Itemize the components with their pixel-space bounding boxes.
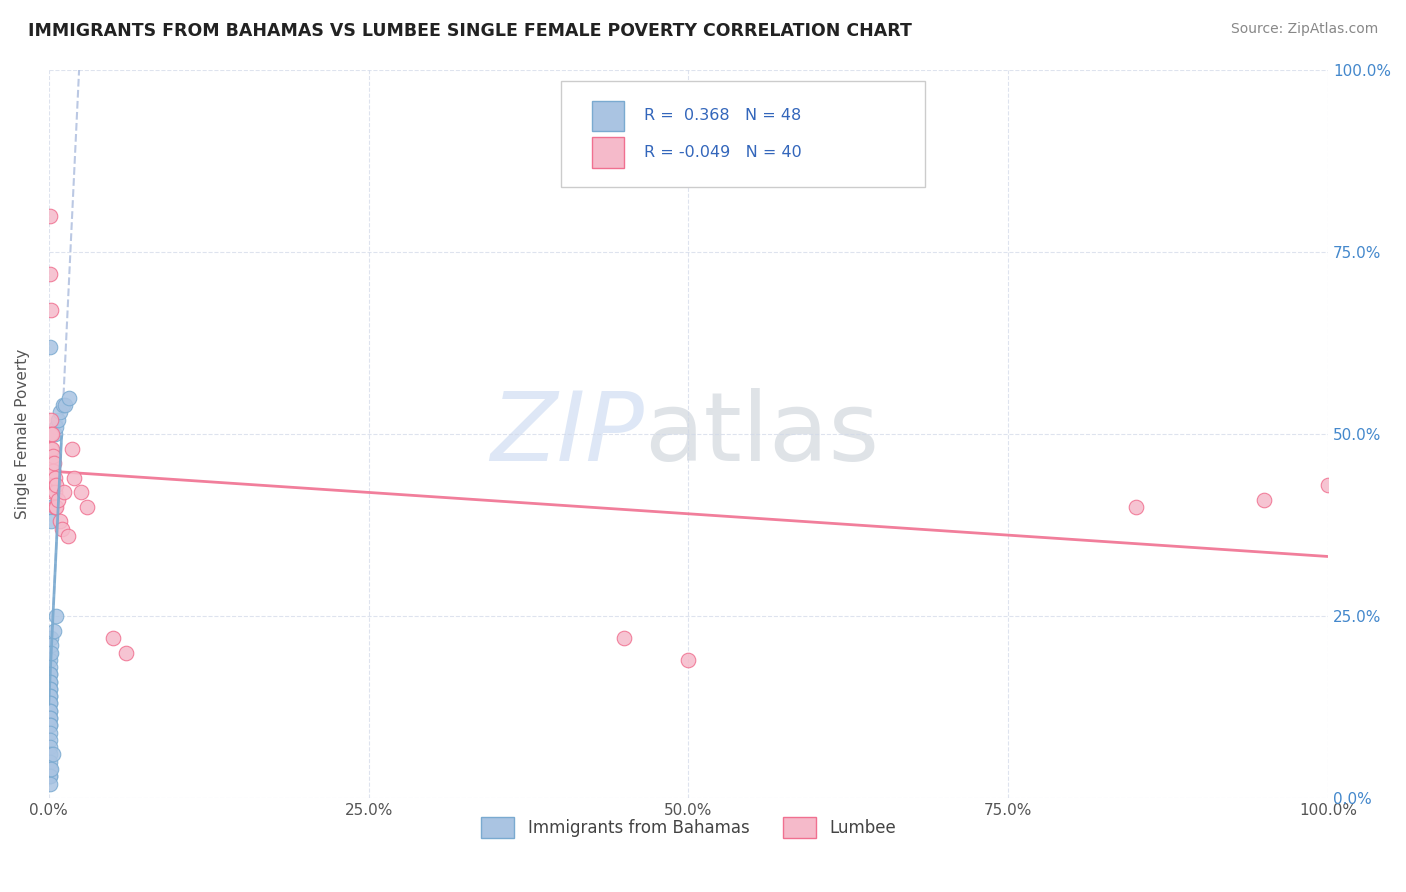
Point <box>39 762 62 776</box>
Point <box>39 442 62 456</box>
Point <box>39 653 62 667</box>
Point <box>39 427 62 442</box>
Point <box>41 463 63 477</box>
Point <box>39 667 62 681</box>
Point <box>39 667 62 681</box>
Text: IMMIGRANTS FROM BAHAMAS VS LUMBEE SINGLE FEMALE POVERTY CORRELATION CHART: IMMIGRANTS FROM BAHAMAS VS LUMBEE SINGLE… <box>28 22 912 40</box>
Text: R = -0.049   N = 40: R = -0.049 N = 40 <box>644 145 801 160</box>
Point <box>41 442 63 456</box>
Point <box>613 631 636 645</box>
Text: Source: ZipAtlas.com: Source: ZipAtlas.com <box>1230 22 1378 37</box>
Point <box>41 478 63 492</box>
Point <box>56 529 79 543</box>
Text: ZIP: ZIP <box>489 388 644 481</box>
Point <box>45 500 67 514</box>
Point <box>39 515 62 529</box>
Point <box>39 681 62 696</box>
Point <box>41 456 63 470</box>
Point <box>1317 478 1340 492</box>
Point <box>39 718 62 732</box>
Point <box>49 405 72 419</box>
Point <box>41 456 63 470</box>
Text: R =  0.368   N = 48: R = 0.368 N = 48 <box>644 109 801 123</box>
Point <box>39 681 62 696</box>
Point <box>44 471 66 485</box>
Point <box>101 631 124 645</box>
Point <box>44 500 66 514</box>
Point <box>39 697 62 711</box>
Text: atlas: atlas <box>644 388 879 481</box>
Point <box>44 427 66 442</box>
Point <box>39 711 62 725</box>
Point <box>39 690 62 704</box>
Point <box>39 674 62 689</box>
Legend: Immigrants from Bahamas, Lumbee: Immigrants from Bahamas, Lumbee <box>474 811 903 845</box>
Point <box>41 747 63 762</box>
Point <box>69 485 91 500</box>
Point <box>39 747 62 762</box>
Point <box>39 660 62 674</box>
Point <box>46 412 69 426</box>
Point <box>39 500 62 514</box>
Point <box>38 340 60 354</box>
Point <box>114 646 136 660</box>
Point <box>76 500 98 514</box>
Point <box>51 522 73 536</box>
Point <box>39 646 62 660</box>
FancyBboxPatch shape <box>592 101 624 131</box>
Point <box>39 776 62 790</box>
Y-axis label: Single Female Poverty: Single Female Poverty <box>15 349 30 519</box>
Point <box>39 303 62 318</box>
Point <box>45 419 67 434</box>
Point <box>39 427 62 442</box>
Point <box>39 704 62 718</box>
FancyBboxPatch shape <box>592 137 624 168</box>
Point <box>39 769 62 783</box>
Point <box>52 398 75 412</box>
Point <box>41 471 63 485</box>
Point <box>53 485 76 500</box>
Point <box>49 515 72 529</box>
Point <box>39 456 62 470</box>
Point <box>39 690 62 704</box>
Point <box>38 209 60 223</box>
Point <box>39 412 62 426</box>
Point <box>42 624 65 638</box>
Point <box>41 449 63 463</box>
Point <box>39 711 62 725</box>
Point <box>39 762 62 776</box>
Point <box>39 718 62 732</box>
Point <box>46 492 69 507</box>
Point <box>39 732 62 747</box>
Point <box>678 653 700 667</box>
Point <box>41 427 63 442</box>
Point <box>45 609 67 624</box>
Point <box>60 442 83 456</box>
Point <box>41 449 63 463</box>
Point <box>45 478 67 492</box>
Point <box>39 471 62 485</box>
Point <box>42 456 65 470</box>
Point <box>39 755 62 769</box>
Point <box>44 485 66 500</box>
Point <box>39 697 62 711</box>
Point <box>63 471 86 485</box>
Point <box>39 631 62 645</box>
Point <box>39 674 62 689</box>
Point <box>39 740 62 755</box>
Point <box>42 485 65 500</box>
Point <box>41 471 63 485</box>
FancyBboxPatch shape <box>561 81 925 186</box>
Point <box>39 267 62 281</box>
Point <box>42 463 65 477</box>
Point <box>39 769 62 783</box>
Point <box>39 725 62 739</box>
Point <box>39 646 62 660</box>
Point <box>1253 492 1275 507</box>
Point <box>39 704 62 718</box>
Point <box>1125 500 1147 514</box>
Point <box>55 398 77 412</box>
Point <box>58 391 80 405</box>
Point <box>39 638 62 652</box>
